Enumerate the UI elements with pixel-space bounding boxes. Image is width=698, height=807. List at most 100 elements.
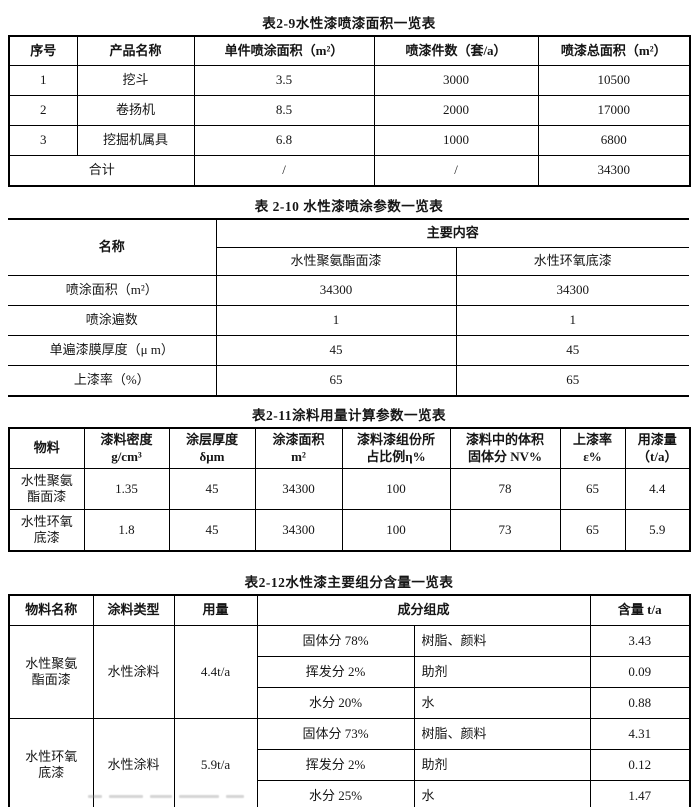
t10-cell: 1 xyxy=(215,305,457,336)
t11-cell: 65 xyxy=(559,509,626,552)
t10-subheader-topcoat: 水性聚氨酯面漆 xyxy=(216,247,457,276)
table-2-10-title: 表 2-10 水性漆喷涂参数一览表 xyxy=(254,199,444,214)
t12-material-cell: 水性聚氨 酯面漆 xyxy=(8,625,94,719)
t11-row-topcoat: 水性聚氨 酯面漆 1.35 45 34300 100 78 65 4.4 xyxy=(8,468,691,510)
t9-cell: 10500 xyxy=(537,65,691,96)
t11-row-label: 水性聚氨 酯面漆 xyxy=(8,468,85,510)
t9-cell: 3 xyxy=(8,125,78,156)
t9-row-3: 3 挖掘机属具 6.8 1000 6800 xyxy=(8,125,691,156)
t9-total-row: 合计 / / 34300 xyxy=(8,155,691,187)
table-2-9-title: 表2-9水性漆喷漆面积一览表 xyxy=(262,16,436,31)
t11-header-row: 物料 漆料密度 g/cm³ 涂层厚度 δμm 涂漆面积 m² 漆料漆组份所 占比… xyxy=(8,427,691,469)
t12-header-material: 物料名称 xyxy=(8,594,94,626)
t11-row-label: 水性环氧 底漆 xyxy=(8,509,85,552)
t12-fraction-cell: 固体分 78% xyxy=(256,625,415,657)
t9-cell: 6800 xyxy=(537,125,691,156)
t12-amount-cell: 0.88 xyxy=(589,687,691,719)
t12-group2-row3: 水分 25% 水 1.47 xyxy=(9,780,691,807)
t9-cell: 3000 xyxy=(373,65,539,96)
t12-amount-cell: 1.47 xyxy=(589,780,691,807)
t10-cell: 1 xyxy=(455,305,690,336)
t10-cell: 65 xyxy=(455,365,690,397)
t9-header-unit-area: 单件喷涂面积（m²） xyxy=(193,35,375,66)
t9-cell: 卷扬机 xyxy=(76,95,195,126)
t9-total-cell: / xyxy=(193,155,375,187)
t11-header-density: 漆料密度 g/cm³ xyxy=(83,427,170,469)
t12-component-cell: 树脂、颜料 xyxy=(413,625,591,657)
t10-cell: 45 xyxy=(455,335,690,366)
t11-header-area: 涂漆面积 m² xyxy=(254,427,343,469)
t11-cell: 5.9 xyxy=(624,509,691,552)
t10-row-coating-rate: 上漆率（%） 65 65 xyxy=(8,365,690,397)
t10-header-row-2: 水性聚氨酯面漆 水性环氧底漆 xyxy=(8,247,690,276)
t12-fraction-cell: 挥发分 2% xyxy=(256,749,415,781)
t9-cell: 3.5 xyxy=(193,65,375,96)
t11-row-primer: 水性环氧 底漆 1.8 45 34300 100 73 65 5.9 xyxy=(8,509,691,552)
table-2-11-usage-parameters: 物料 漆料密度 g/cm³ 涂层厚度 δμm 涂漆面积 m² 漆料漆组份所 占比… xyxy=(8,427,691,552)
t10-row-label: 喷涂面积（m²） xyxy=(8,275,217,306)
t9-header-pieces: 喷漆件数（套/a） xyxy=(373,35,539,66)
t10-header-row-1: 名称 主要内容 xyxy=(8,218,690,276)
t12-component-cell: 助剂 xyxy=(413,656,591,688)
t9-header-product: 产品名称 xyxy=(76,35,195,66)
t11-cell: 34300 xyxy=(254,509,343,552)
t12-fraction-cell: 固体分 73% xyxy=(256,718,415,750)
t12-component-cell: 水 xyxy=(413,780,591,807)
t12-usage-cell: 4.4t/a xyxy=(173,625,258,719)
t10-cell: 65 xyxy=(215,365,457,397)
t9-header-total-area: 喷漆总面积（m²） xyxy=(537,35,691,66)
t12-type-cell: 水性涂料 xyxy=(92,625,175,719)
t10-cell: 34300 xyxy=(215,275,457,306)
t11-cell: 34300 xyxy=(254,468,343,510)
t11-cell: 100 xyxy=(341,509,451,552)
t10-header-name: 名称 xyxy=(8,218,217,276)
t12-fraction-cell: 水分 20% xyxy=(256,687,415,719)
t11-header-thickness: 涂层厚度 δμm xyxy=(168,427,256,469)
t12-usage-cell: 5.9t/a xyxy=(173,718,258,807)
t11-header-component-ratio: 漆料漆组份所 占比例η% xyxy=(341,427,451,469)
t9-row-1: 1 挖斗 3.5 3000 10500 xyxy=(8,65,691,96)
t9-row-2: 2 卷扬机 8.5 2000 17000 xyxy=(8,95,691,126)
t12-amount-cell: 4.31 xyxy=(589,718,691,750)
t12-type-cell: 水性涂料 xyxy=(92,718,175,807)
t12-amount-cell: 0.09 xyxy=(589,656,691,688)
t11-cell: 45 xyxy=(168,509,256,552)
t12-header-content: 含量 t/a xyxy=(589,594,691,626)
t12-header-usage: 用量 xyxy=(173,594,258,626)
t9-total-cell: / xyxy=(373,155,539,187)
t11-cell: 65 xyxy=(559,468,626,510)
t10-cell: 34300 xyxy=(455,275,690,306)
t10-row-label: 喷涂遍数 xyxy=(8,305,217,336)
t9-total-cell: 34300 xyxy=(537,155,691,187)
t12-amount-cell: 3.43 xyxy=(589,625,691,657)
t9-header-row: 序号 产品名称 单件喷涂面积（m²） 喷漆件数（套/a） 喷漆总面积（m²） xyxy=(8,35,691,66)
t12-group2-row1: 水性环氧 底漆 水性涂料 5.9t/a 固体分 73% 树脂、颜料 4.31 xyxy=(8,718,691,807)
t12-fraction-cell: 水分 25% xyxy=(256,780,415,807)
t12-component-cell: 树脂、颜料 xyxy=(413,718,591,750)
t11-cell: 73 xyxy=(449,509,561,552)
table-2-10-spray-parameters: 名称 主要内容 水性聚氨酯面漆 水性环氧底漆 喷涂面积（m²） 34300 34… xyxy=(8,218,690,397)
t11-cell: 1.8 xyxy=(83,509,170,552)
t12-material-cell: 水性环氧 底漆 xyxy=(8,718,94,807)
t9-header-index: 序号 xyxy=(8,35,78,66)
t9-cell: 1 xyxy=(8,65,78,96)
t11-cell: 78 xyxy=(449,468,561,510)
scan-artifact xyxy=(88,795,268,801)
t9-cell: 1000 xyxy=(373,125,539,156)
t12-fraction-cell: 挥发分 2% xyxy=(256,656,415,688)
table-2-11-title: 表2-11涂料用量计算参数一览表 xyxy=(251,408,446,423)
t10-row-thickness: 单遍漆膜厚度（μ m） 45 45 xyxy=(8,335,690,366)
t10-row-label: 上漆率（%） xyxy=(8,365,217,397)
t10-header-main-content: 主要内容 xyxy=(215,218,690,248)
t12-header-row: 物料名称 涂料类型 用量 成分组成 含量 t/a xyxy=(8,594,691,626)
table-2-12-title: 表2-12水性漆主要组分含量一览表 xyxy=(244,575,454,590)
t12-amount-cell: 0.12 xyxy=(589,749,691,781)
t11-header-volume-solids: 漆料中的体积 固体分 NV% xyxy=(449,427,561,469)
t10-subheader-primer: 水性环氧底漆 xyxy=(455,247,690,276)
t10-cell: 45 xyxy=(215,335,457,366)
t9-cell: 2 xyxy=(8,95,78,126)
t12-header-paint-type: 涂料类型 xyxy=(92,594,175,626)
t9-cell: 17000 xyxy=(537,95,691,126)
t11-header-paint-amount: 用漆量 （t/a） xyxy=(624,427,691,469)
